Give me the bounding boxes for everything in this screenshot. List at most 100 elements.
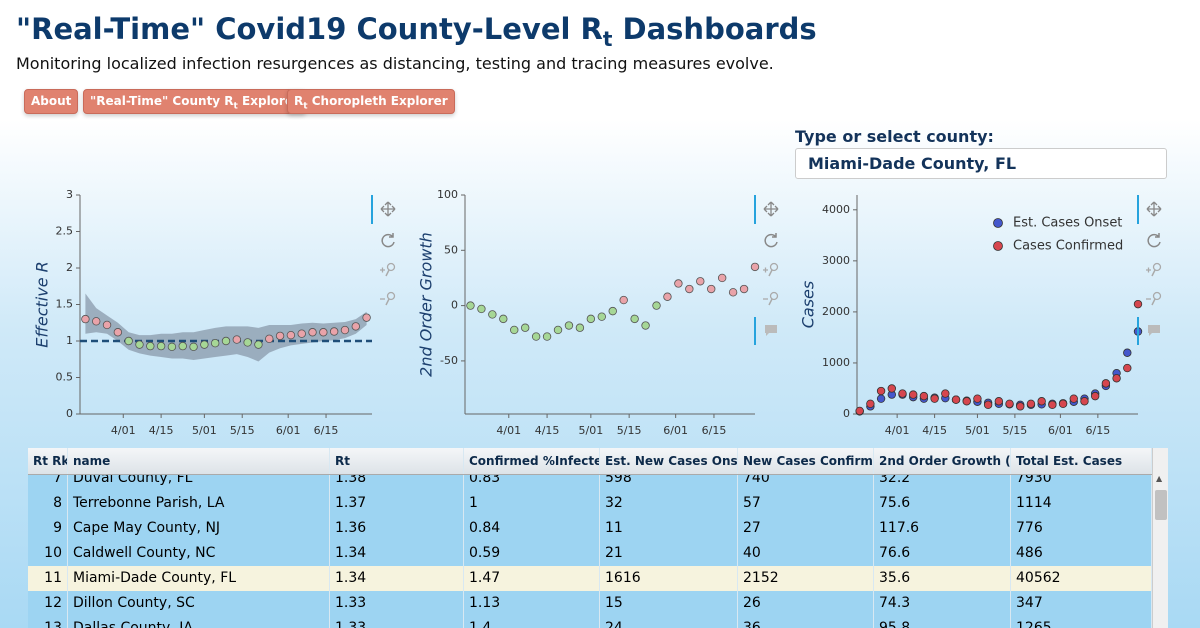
table-row[interactable]: 10 Caldwell County, NC 1.34 0.59 21 40 76.6 486 <box>28 541 1152 567</box>
point <box>113 328 123 337</box>
scroll-arrow[interactable]: ▲ <box>1156 474 1163 483</box>
icon <box>1146 267 1151 273</box>
point <box>265 334 274 344</box>
table-row[interactable]: 8 Terrebonne Parish, LA 1.37 1 32 57 75.6 1114 <box>28 491 1152 517</box>
tool-pan[interactable] <box>380 201 396 217</box>
table-cell: 76.6 <box>874 541 1011 566</box>
table-cell: 12 <box>28 591 68 616</box>
table-row[interactable]: 12 Dillon County, SC 1.33 1.13 15 26 74.3 347 <box>28 591 1152 617</box>
point <box>178 341 187 351</box>
nav-text: "Real-Time" County R <box>90 94 234 108</box>
x-tick-label: 5/01 <box>965 424 990 437</box>
x-tick-label: 5/15 <box>230 424 255 437</box>
y-tick-label: 0.5 <box>56 371 74 384</box>
icon <box>769 291 779 301</box>
point <box>520 323 530 332</box>
y-tick-label: 1.5 <box>56 298 74 311</box>
county-input[interactable]: Miami-Dade County, FL <box>795 148 1167 179</box>
column-header[interactable]: Est. New Cases Onset <box>600 448 738 474</box>
point <box>351 322 360 331</box>
table-cell: 40 <box>738 541 874 566</box>
table-row[interactable]: 7 Duval County, FL 1.38 0.83 598 740 32.2 7930 <box>28 474 1152 492</box>
point <box>973 394 982 403</box>
scrollbar[interactable]: ▲ <box>1152 448 1168 628</box>
x-tick-label: 5/01 <box>578 424 603 437</box>
tool-reset[interactable] <box>1147 233 1161 248</box>
point <box>488 310 497 319</box>
table-row[interactable]: 11 Miami-Dade County, FL 1.34 1.47 1616 2152 3… <box>28 566 1152 592</box>
tool-hover[interactable] <box>1148 325 1160 336</box>
x-tick-label: 4/01 <box>496 424 521 437</box>
tool-zoom[interactable] <box>1146 291 1162 306</box>
point <box>876 394 886 403</box>
tool-pan[interactable] <box>1146 201 1162 217</box>
table-cell: 32 <box>600 491 738 516</box>
point <box>92 317 101 326</box>
point <box>477 304 486 314</box>
point <box>909 390 918 399</box>
column-header[interactable]: Rt <box>330 448 464 474</box>
y-tick-label: 3000 <box>822 254 850 267</box>
point <box>1037 397 1046 406</box>
table-cell: 486 <box>1011 541 1152 566</box>
point <box>156 341 166 351</box>
table-cell: Dillon County, SC <box>68 591 330 616</box>
nav-text: Explorer <box>237 94 299 108</box>
tool-zoom[interactable] <box>763 291 779 306</box>
point <box>210 338 220 348</box>
tool-zoom[interactable] <box>380 262 396 277</box>
table-cell: 740 <box>738 474 874 491</box>
x-tick-label: 6/15 <box>1086 424 1111 437</box>
column-header[interactable]: New Cases Confirmed <box>738 448 874 474</box>
tool-zoom[interactable] <box>1146 262 1162 277</box>
point <box>1026 399 1036 408</box>
tool-zoom[interactable] <box>380 291 396 306</box>
tool-zoom[interactable] <box>763 262 779 277</box>
nav-text: Choropleth Explorer <box>307 94 448 108</box>
tool-pan[interactable] <box>763 201 779 217</box>
tool-hover[interactable] <box>765 325 777 336</box>
table-cell: 1.37 <box>330 491 464 516</box>
column-header[interactable]: 2nd Order Growth (%) <box>874 448 1011 474</box>
column-header[interactable]: name <box>68 448 330 474</box>
y-tick-label: 1000 <box>822 356 850 369</box>
point <box>189 342 198 352</box>
table-cell: 7 <box>28 474 68 491</box>
table-row[interactable]: 9 Cape May County, NJ 1.36 0.84 11 27 117.6 776 <box>28 516 1152 542</box>
legend-label: Est. Cases Onset <box>1013 216 1122 231</box>
icon <box>763 267 768 273</box>
table-row[interactable]: 13 Dallas County, IA 1.33 1.4 24 36 95.8 1265 <box>28 616 1152 628</box>
confidence-band <box>85 293 367 362</box>
point <box>717 273 727 283</box>
nav-button[interactable]: About <box>24 89 79 114</box>
y-tick-label: 0 <box>66 407 73 420</box>
x-tick-label: 4/15 <box>535 424 560 437</box>
point <box>542 332 552 341</box>
tool-reset[interactable] <box>381 233 395 248</box>
point <box>739 284 749 294</box>
table-cell: 1265 <box>1011 616 1152 628</box>
scroll-thumb[interactable] <box>1155 490 1167 520</box>
point <box>1133 299 1143 309</box>
table-cell: 1.47 <box>464 566 600 591</box>
column-header[interactable]: Total Est. Cases <box>1011 448 1152 474</box>
table-cell: 57 <box>738 491 874 516</box>
nav-button[interactable]: Rt Choropleth Explorer <box>287 89 455 114</box>
table-cell: 1 <box>464 491 600 516</box>
point <box>586 314 596 324</box>
icon <box>381 233 395 248</box>
point <box>531 332 541 341</box>
column-header[interactable]: Confirmed %Infected <box>464 448 600 474</box>
title-text: "Real-Time" Covid19 County-Level R <box>16 12 603 46</box>
y-tick-label: 4000 <box>822 203 850 216</box>
y-tick-label: 1 <box>66 334 73 347</box>
tool-reset[interactable] <box>764 233 778 248</box>
point <box>167 342 177 352</box>
point <box>1048 400 1057 410</box>
point <box>466 301 475 310</box>
point <box>1090 391 1100 401</box>
column-header[interactable]: Rt Rk. <box>28 448 68 474</box>
subtitle: Monitoring localized infection resurgenc… <box>16 54 774 73</box>
point <box>275 331 285 341</box>
